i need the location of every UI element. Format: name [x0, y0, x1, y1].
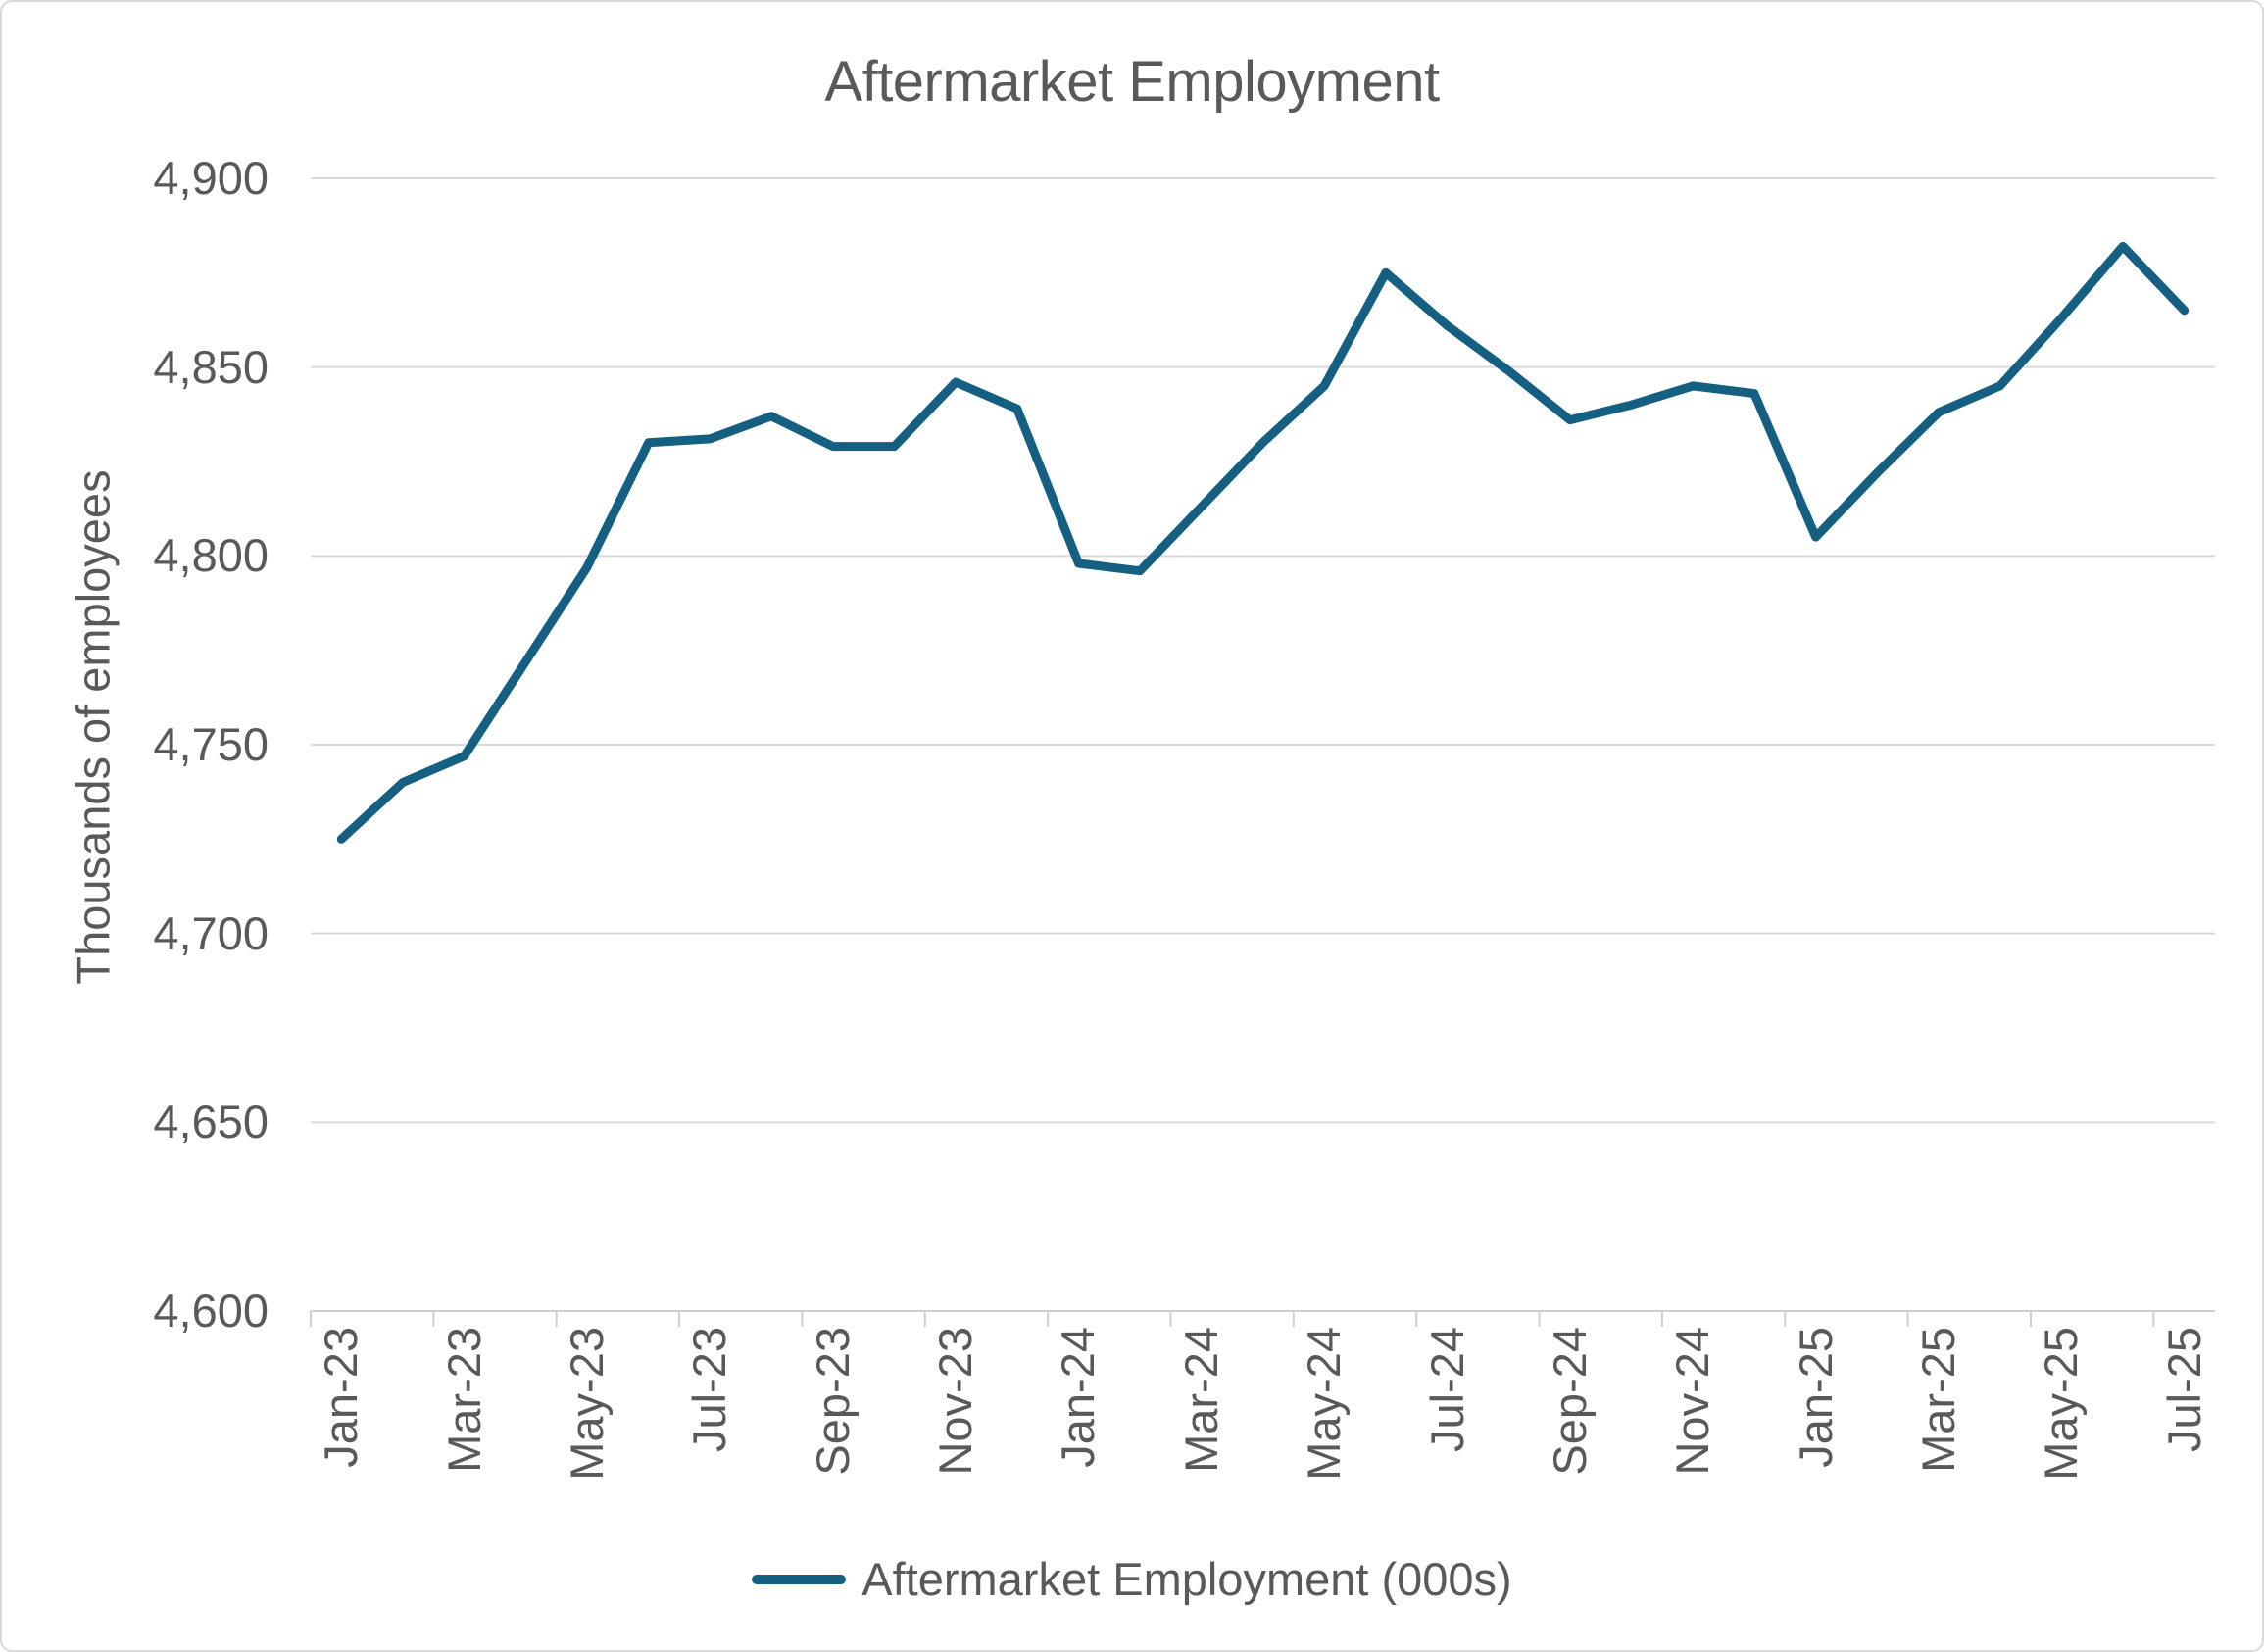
y-axis-tick-label: 4,900 — [153, 152, 269, 204]
x-axis-tick-label: Mar-23 — [437, 1327, 490, 1473]
x-axis-tick-label: May-24 — [1298, 1327, 1351, 1481]
x-axis-tick-label: Mar-25 — [1911, 1327, 1964, 1473]
legend-line-swatch — [752, 1575, 847, 1584]
x-axis-tick-label: Jan-24 — [1052, 1327, 1105, 1468]
x-axis-tick-label: Jul-24 — [1420, 1327, 1473, 1453]
legend-label: Aftermarket Employment (000s) — [861, 1553, 1512, 1605]
x-axis-tick-label: Jan-25 — [1789, 1327, 1842, 1468]
y-axis-tick-label: 4,850 — [153, 340, 269, 393]
legend: Aftermarket Employment (000s) — [2, 1552, 2262, 1607]
y-axis-tick-label: 4,600 — [153, 1285, 269, 1336]
x-axis-tick-label: Jul-23 — [683, 1327, 736, 1453]
y-axis-tick-label: 4,750 — [153, 718, 269, 770]
chart-title: Aftermarket Employment — [824, 50, 1440, 114]
x-axis-tick-label: Jan-23 — [315, 1327, 368, 1468]
x-axis-tick-label: Nov-23 — [929, 1327, 982, 1476]
x-axis-tick-label: Sep-23 — [806, 1327, 859, 1476]
x-axis-tick-label: Mar-24 — [1174, 1327, 1227, 1473]
x-axis-tick-label: Nov-24 — [1666, 1327, 1719, 1476]
y-axis-tick-labels: 4,600 4,650 4,700 4,750 4,800 4,850 4,900 — [2, 2, 269, 1650]
y-axis-tick-label: 4,650 — [153, 1095, 269, 1148]
y-axis-tick-label: 4,800 — [153, 529, 269, 582]
x-axis-tick-label: Sep-24 — [1543, 1327, 1596, 1476]
series-line — [336, 241, 2190, 844]
x-axis-tick-label: Jul-25 — [2157, 1327, 2210, 1453]
x-axis-tick-label: May-25 — [2035, 1327, 2088, 1481]
y-axis-tick-label: 4,700 — [153, 906, 269, 959]
x-axis-tick-label: May-23 — [561, 1327, 614, 1481]
